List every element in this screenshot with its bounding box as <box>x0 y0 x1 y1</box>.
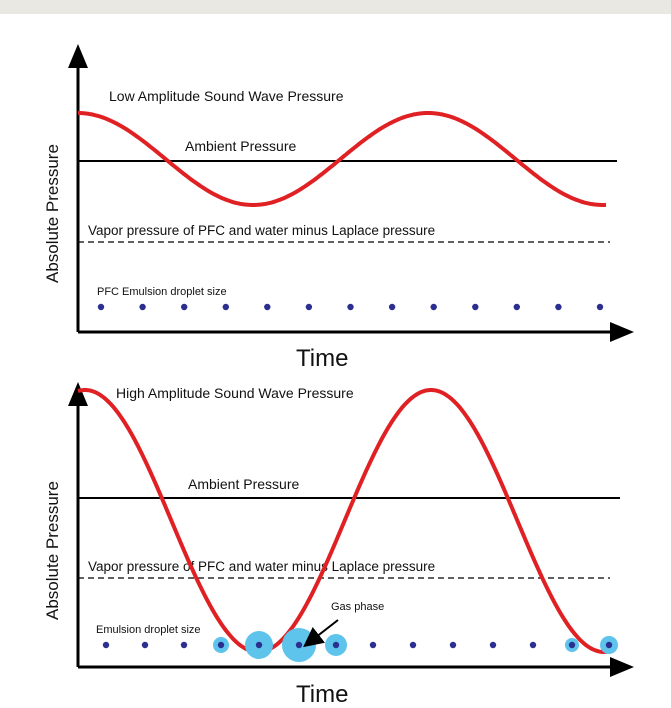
emulsion-droplet <box>449 641 457 649</box>
y-axis-label: Absolute Pressure <box>43 481 62 620</box>
droplet-row <box>97 303 604 311</box>
emulsion-droplet <box>255 641 263 649</box>
high-amplitude-panel: Ambient Pressure Vapor pressure of PFC a… <box>43 382 634 708</box>
emulsion-droplet <box>180 641 188 649</box>
droplet-label: Emulsion droplet size <box>96 624 201 636</box>
ambient-label: Ambient Pressure <box>188 476 299 492</box>
x-axis-arrow <box>610 322 634 342</box>
emulsion-droplet <box>347 303 354 311</box>
emulsion-droplet <box>305 303 313 311</box>
x-axis-arrow <box>610 657 634 677</box>
emulsion-droplet <box>139 303 146 311</box>
emulsion-droplet <box>555 303 562 311</box>
emulsion-droplet <box>222 303 229 311</box>
emulsion-droplet <box>430 303 437 311</box>
x-axis-label: Time <box>296 345 348 372</box>
top-band <box>0 0 671 14</box>
emulsion-droplet <box>97 303 105 311</box>
emulsion-droplet <box>596 303 604 311</box>
gas-phase-arrow <box>303 619 339 648</box>
vapor-label: Vapor pressure of PFC and water minus La… <box>88 559 435 574</box>
emulsion-droplet <box>102 641 110 649</box>
emulsion-droplet <box>181 303 188 311</box>
emulsion-droplet <box>489 641 497 649</box>
x-axis-label: Time <box>296 681 348 708</box>
droplet-label: PFC Emulsion droplet size <box>97 286 227 298</box>
emulsion-droplet <box>409 641 417 649</box>
low-amplitude-wave <box>78 111 607 207</box>
ambient-label: Ambient Pressure <box>185 138 296 154</box>
emulsion-droplet <box>141 641 149 649</box>
emulsion-droplet <box>605 641 613 649</box>
emulsion-droplet <box>264 303 271 311</box>
wave-label: Low Amplitude Sound Wave Pressure <box>109 88 344 104</box>
emulsion-droplet <box>369 641 377 649</box>
emulsion-droplet <box>472 303 479 311</box>
emulsion-droplet <box>513 303 520 311</box>
droplet-row <box>102 628 618 662</box>
emulsion-droplet <box>217 641 225 649</box>
emulsion-droplet <box>295 641 303 649</box>
emulsion-droplet <box>332 641 340 649</box>
emulsion-droplet <box>388 303 396 311</box>
y-axis-arrow <box>68 382 88 406</box>
y-axis-label: Absolute Pressure <box>43 144 62 283</box>
low-amplitude-panel: Low Amplitude Sound Wave Pressure Ambien… <box>43 44 634 372</box>
wave-label: High Amplitude Sound Wave Pressure <box>116 385 354 401</box>
vapor-label: Vapor pressure of PFC and water minus La… <box>88 223 435 238</box>
gas-phase-label: Gas phase <box>331 601 384 613</box>
emulsion-droplet <box>529 641 537 649</box>
y-axis-arrow <box>68 44 88 68</box>
emulsion-droplet <box>568 641 576 649</box>
high-amplitude-wave <box>77 388 611 655</box>
